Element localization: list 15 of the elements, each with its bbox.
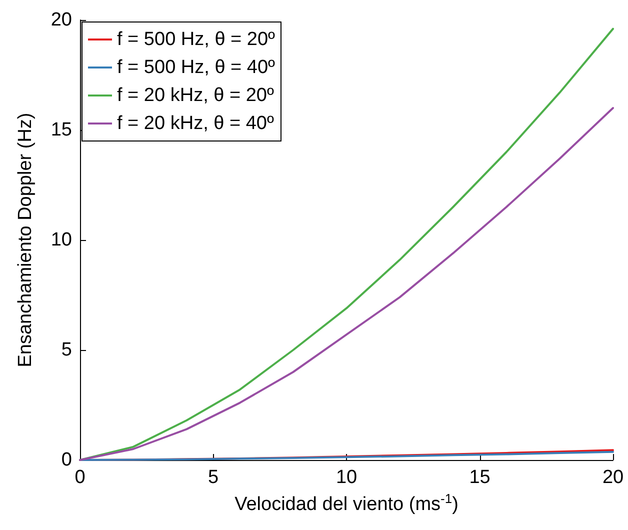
y-tick-label: 5: [61, 340, 72, 360]
x-tick-label: 15: [469, 467, 490, 488]
y-axis-title: Ensanchamiento Doppler (Hz): [15, 112, 36, 368]
legend-label: f = 500 Hz, θ = 20º: [117, 29, 276, 50]
y-tick-label: 10: [50, 230, 72, 250]
legend-label: f = 20 kHz, θ = 20º: [117, 85, 274, 106]
x-tick-label: 10: [336, 467, 358, 488]
x-tick-label: 20: [602, 467, 624, 488]
legend-label: f = 20 kHz, θ = 40º: [117, 113, 274, 134]
x-tick-label: 0: [74, 467, 86, 488]
y-tick-label: 15: [50, 120, 72, 140]
x-tick-label: 5: [208, 467, 219, 488]
legend-label: f = 500 Hz, θ = 40º: [117, 57, 276, 78]
y-tick-label: 20: [50, 10, 72, 30]
y-tick-label: 0: [61, 450, 72, 470]
